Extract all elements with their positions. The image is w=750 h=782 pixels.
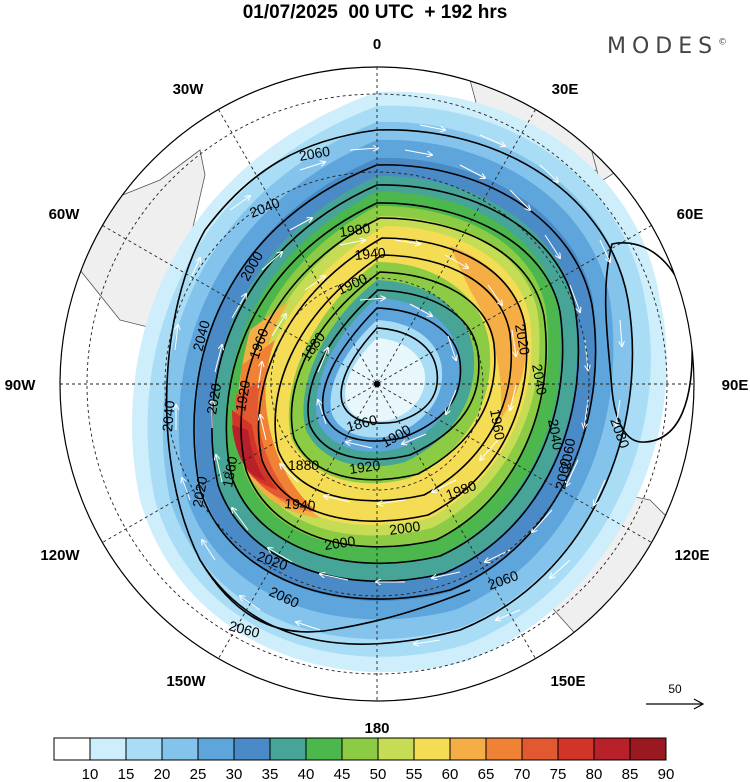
map-title: 01/07/2025 00 UTC + 192 hrs <box>242 2 508 23</box>
colorbar-tick-label: 25 <box>190 766 207 782</box>
colorbar-box <box>485 737 523 761</box>
lon-label-30e: 30E <box>552 81 579 98</box>
colorbar-tick-label: 55 <box>406 766 423 782</box>
colorbar-box <box>629 737 667 761</box>
contour-label: 2060 <box>552 457 573 491</box>
colorbar-box <box>521 737 559 761</box>
contour-1940 <box>274 254 512 502</box>
contour-label: 2060 <box>298 143 332 164</box>
colorbar-box <box>593 737 631 761</box>
colorbar-box <box>53 737 91 761</box>
colorbar-tick-label: 40 <box>298 766 315 782</box>
contour-label: 2000 <box>323 533 356 553</box>
contour-label: 2000 <box>388 518 421 538</box>
shade-65-east <box>450 246 526 420</box>
reference-arrow-icon <box>646 698 705 710</box>
colorbar-box <box>125 737 163 761</box>
contour-label: 2060 <box>557 437 578 471</box>
contour-label: 1940 <box>284 495 317 514</box>
contour-label: 1920 <box>232 379 253 413</box>
graticule <box>60 67 694 701</box>
colorbar-box <box>89 737 127 761</box>
colorbar-tick-label: 75 <box>550 766 567 782</box>
contour-label: 1980 <box>338 220 371 240</box>
contour-1860 <box>340 327 439 424</box>
contour-label: 2040 <box>189 318 213 352</box>
colorbar-tick-label: 80 <box>586 766 603 782</box>
contour-1900 <box>307 289 480 461</box>
lon-label-120e: 120E <box>674 547 709 564</box>
colorbar-boxes <box>53 737 667 761</box>
contour-1960 <box>257 237 528 522</box>
colorbar-box <box>449 737 487 761</box>
copyright-mark: © <box>718 37 728 48</box>
reference-vector-label: 50 <box>668 682 682 696</box>
colorbar-tick-label: 90 <box>658 766 675 782</box>
colorbar-tick-label: 70 <box>514 766 531 782</box>
colorbar-tick-label: 30 <box>226 766 243 782</box>
reference-vector: 50 <box>640 682 710 712</box>
contour-label: 1940 <box>354 244 387 263</box>
lon-label-120w: 120W <box>40 547 80 564</box>
lon-label-180: 180 <box>364 720 389 735</box>
colorbar-box <box>305 737 343 761</box>
lon-label-150w: 150W <box>166 673 206 690</box>
lon-label-150e: 150E <box>550 673 585 690</box>
map-disc <box>60 67 694 701</box>
longitude-labels: 0 30E 60E 90E 120E 150E 180 150W 120W 90… <box>5 36 749 735</box>
contour-label: 2040 <box>529 363 550 397</box>
lon-label-90w: 90W <box>5 377 37 394</box>
lon-label-30w: 30W <box>173 81 205 98</box>
contour-label: 2040 <box>159 400 178 433</box>
contour-label: 2020 <box>512 323 533 357</box>
contour-label: 2040 <box>545 418 566 452</box>
colorbar-box <box>269 737 307 761</box>
colorbar-box <box>197 737 235 761</box>
polar-map: 2060 2040 2040 2020 2000 1980 1960 1940 … <box>5 36 749 735</box>
colorbar-box <box>413 737 451 761</box>
colorbar-tick-label: 65 <box>478 766 495 782</box>
contour-label: 2020 <box>189 475 210 509</box>
colorbar-ticks: 10 15 20 25 30 35 40 45 50 55 60 65 70 75 80 85 90 <box>82 766 675 782</box>
lon-label-60e: 60E <box>677 206 704 223</box>
contour-2000 <box>225 202 564 565</box>
brand-text: MODES <box>607 34 719 59</box>
colorbar-tick-label: 20 <box>154 766 171 782</box>
colorbar-box <box>233 737 271 761</box>
contour-label: 1960 <box>487 408 508 442</box>
lon-label-60w: 60W <box>49 206 81 223</box>
colorbar-box <box>341 737 379 761</box>
lon-label-90e: 90E <box>722 377 749 394</box>
colorbar-tick-label: 85 <box>622 766 639 782</box>
map-border <box>59 66 695 702</box>
contour-label: 1860 <box>345 411 379 435</box>
colorbar-tick-label: 35 <box>262 766 279 782</box>
contour-label: 2020 <box>203 382 224 416</box>
contour-label: 1860 <box>219 455 240 489</box>
colorbar-tick-label: 45 <box>334 766 351 782</box>
colorbar-tick-label: 10 <box>82 766 99 782</box>
wind-speed-shading <box>132 91 667 673</box>
contour-label: 1920 <box>348 457 381 477</box>
contour-label: 2060 <box>227 617 261 641</box>
contour-1980 <box>240 217 547 548</box>
colorbar-tick-label: 60 <box>442 766 459 782</box>
south-pole-marker <box>374 381 380 387</box>
contour-label: 1880 <box>288 457 319 473</box>
contour-2060-bottom <box>199 559 471 633</box>
contour-2060 <box>165 129 634 645</box>
lon-label-0: 0 <box>373 36 381 53</box>
colorbar: 10 15 20 25 30 35 40 45 50 55 60 65 70 75 80 85 90 <box>53 737 675 782</box>
colorbar-tick-label: 15 <box>118 766 135 782</box>
colorbar-box <box>377 737 415 761</box>
shade-85 <box>232 425 266 481</box>
contour-2040 <box>193 164 597 600</box>
colorbar-box <box>557 737 595 761</box>
colorbar-tick-label: 50 <box>370 766 387 782</box>
wind-vectors <box>175 124 622 644</box>
colorbar-box <box>161 737 199 761</box>
brand-logo: MODES© <box>607 34 727 59</box>
